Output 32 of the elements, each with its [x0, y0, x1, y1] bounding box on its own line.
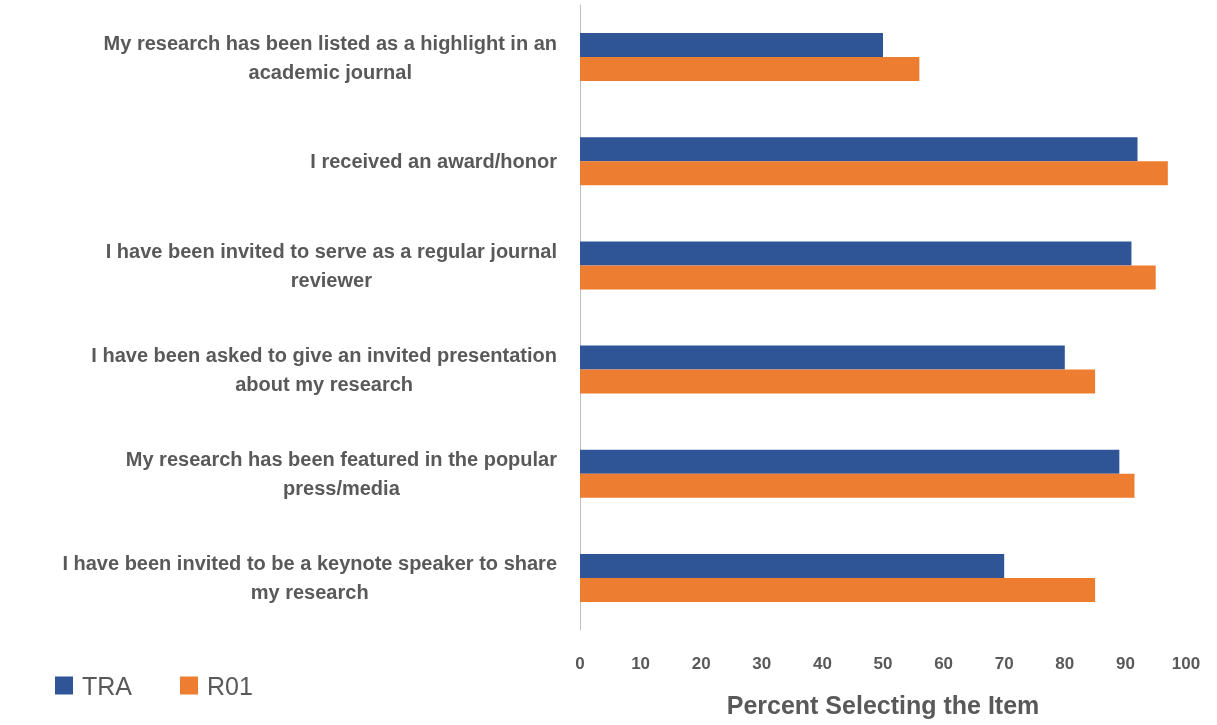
bar	[580, 345, 1065, 370]
bar	[580, 577, 1096, 602]
x-tick-label: 20	[691, 654, 711, 673]
bar	[580, 265, 1156, 290]
x-tick-label: 50	[873, 654, 893, 673]
x-tick-label: 80	[1055, 654, 1075, 673]
y-tick-label: I have been asked to give an invited presentation about my research	[91, 344, 557, 396]
x-tick-label: 60	[934, 654, 954, 673]
legend-label: R01	[207, 671, 253, 700]
bar	[580, 57, 920, 82]
bar	[580, 33, 883, 58]
x-axis-title: Percent Selecting the Item	[726, 690, 1040, 719]
y-tick-label: I have been invited to serve as a regular journal reviewer	[105, 239, 557, 291]
y-tick-label: I have been invited to be a keynote speaker to share my research	[62, 552, 558, 604]
x-tick-label: 70	[994, 654, 1014, 673]
bar	[580, 241, 1132, 266]
x-tick-label: 90	[1115, 654, 1135, 673]
legend-label: TRA	[82, 671, 133, 700]
bar	[580, 369, 1096, 394]
bar	[580, 161, 1168, 186]
y-tick-label: My research has been listed as a highlight in an academic journal	[103, 31, 557, 83]
x-tick-label: 30	[752, 654, 772, 673]
x-tick-label: 40	[812, 654, 832, 673]
y-tick-label: My research has been featured in the popular press/media	[125, 448, 558, 500]
bar	[580, 553, 1005, 578]
bar	[580, 449, 1120, 474]
bar	[580, 473, 1135, 498]
x-tick-label: 10	[631, 654, 651, 673]
x-tick-label: 0	[575, 654, 585, 673]
y-tick-label: I received an award/honor	[310, 150, 558, 173]
x-tick-label: 100	[1171, 654, 1201, 673]
bar	[580, 137, 1138, 162]
